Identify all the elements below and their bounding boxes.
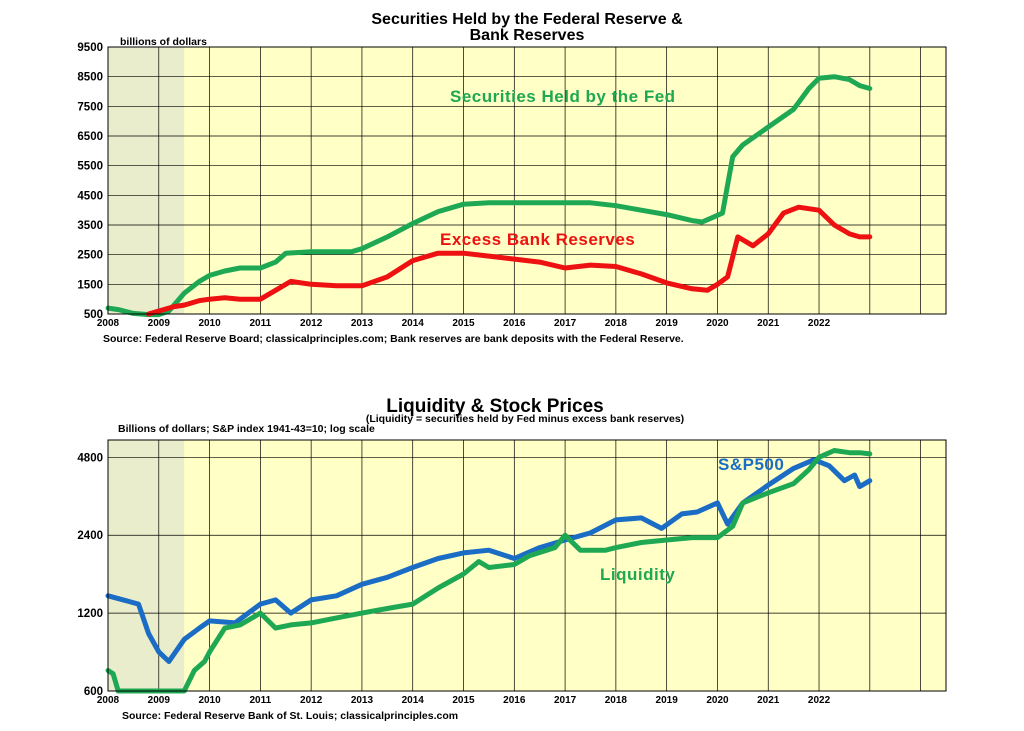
bottom-y-axis: 600 1200 2400 4800 bbox=[77, 452, 103, 698]
top-xtick-label-10: 2018 bbox=[605, 318, 628, 329]
top-plot-frame bbox=[107, 46, 947, 315]
bot-xtick-label-8: 2016 bbox=[503, 695, 526, 706]
bot-xtick-label-9: 2017 bbox=[554, 695, 577, 706]
top-chart-title-line2: Bank Reserves bbox=[470, 27, 585, 44]
chart-bottom: Liquidity & Stock Prices (Liquidity = se… bbox=[77, 396, 947, 722]
bot-xtick-label-3: 2011 bbox=[250, 695, 272, 706]
bottom-recession-shading bbox=[108, 440, 185, 691]
top-xtick-label-11: 2019 bbox=[656, 318, 679, 329]
top-series-line-0 bbox=[105, 74, 873, 318]
chart-top: Securities Held by the Federal Reserve &… bbox=[77, 11, 947, 345]
bottom-x-axis: 2008 2009 2010 2011 2012 2013 2014 2015 2016 2017… bbox=[97, 695, 831, 706]
top-xtick-label-1: 2009 bbox=[148, 318, 171, 329]
bottom-plot-frame bbox=[107, 439, 947, 692]
bottom-series-group bbox=[105, 448, 873, 694]
bot-xtick-label-7: 2015 bbox=[452, 695, 475, 706]
top-ytick-label-6: 6500 bbox=[77, 131, 103, 143]
bottom-chart-title: Liquidity & Stock Prices bbox=[386, 396, 604, 417]
top-ytick-label-5: 5500 bbox=[77, 161, 103, 173]
top-ytick-label-4: 4500 bbox=[77, 190, 103, 202]
series-label-sp500: S&P500 bbox=[718, 455, 784, 474]
bot-xtick-label-5: 2013 bbox=[351, 695, 374, 706]
top-x-axis: 2008 2009 2010 2011 2012 2013 2014 2015 2016 2017… bbox=[97, 318, 831, 329]
bot-xtick-label-12: 2020 bbox=[706, 695, 729, 706]
top-xtick-label-12: 2020 bbox=[706, 318, 729, 329]
bot-xtick-label-11: 2019 bbox=[656, 695, 679, 706]
top-xtick-label-8: 2016 bbox=[503, 318, 526, 329]
top-ytick-label-9: 9500 bbox=[77, 42, 103, 54]
top-chart-title-line1: Securities Held by the Federal Reserve & bbox=[371, 11, 683, 28]
bot-series-line-1 bbox=[105, 448, 873, 694]
top-xtick-label-3: 2011 bbox=[250, 318, 272, 329]
top-xtick-label-2: 2010 bbox=[198, 318, 221, 329]
series-label-excess-reserves: Excess Bank Reserves bbox=[440, 230, 635, 249]
top-ytick-label-0: 500 bbox=[84, 309, 103, 321]
top-ytick-label-1: 1500 bbox=[77, 279, 103, 291]
top-ytick-label-2: 2500 bbox=[77, 250, 103, 262]
series-label-liquidity: Liquidity bbox=[600, 565, 675, 584]
top-ytick-label-7: 7500 bbox=[77, 101, 103, 113]
bot-xtick-label-14: 2022 bbox=[808, 695, 831, 706]
bottom-plot-background bbox=[108, 440, 946, 691]
top-xtick-label-4: 2012 bbox=[300, 318, 323, 329]
top-series-group bbox=[105, 74, 873, 318]
top-xtick-label-5: 2013 bbox=[351, 318, 374, 329]
bot-xtick-label-4: 2012 bbox=[300, 695, 323, 706]
top-ytick-label-8: 8500 bbox=[77, 72, 103, 84]
top-xtick-label-9: 2017 bbox=[554, 318, 577, 329]
top-ytick-label-3: 3500 bbox=[77, 220, 103, 232]
bot-xtick-label-6: 2014 bbox=[402, 695, 425, 706]
bot-xtick-label-2: 2010 bbox=[198, 695, 221, 706]
top-xtick-label-13: 2021 bbox=[757, 318, 780, 329]
bottom-source-note: Source: Federal Reserve Bank of St. Loui… bbox=[122, 710, 458, 722]
top-series-line-1 bbox=[146, 204, 873, 317]
bot-ytick-label-0: 600 bbox=[84, 686, 103, 698]
bottom-unit-note: Billions of dollars; S&P index 1941-43=1… bbox=[118, 423, 375, 435]
top-xtick-label-6: 2014 bbox=[402, 318, 425, 329]
bot-ytick-label-2: 2400 bbox=[77, 530, 103, 542]
top-source-note: Source: Federal Reserve Board; classical… bbox=[103, 333, 684, 345]
series-label-securities: Securities Held by the Fed bbox=[450, 87, 676, 106]
top-y-axis: 500 1500 2500 3500 4500 5500 6500 7500 8500 9500 bbox=[77, 42, 103, 321]
top-xtick-label-14: 2022 bbox=[808, 318, 831, 329]
bot-xtick-label-10: 2018 bbox=[605, 695, 628, 706]
top-xtick-label-7: 2015 bbox=[452, 318, 475, 329]
top-recession-shading bbox=[108, 47, 185, 314]
bottom-chart-subtitle: (Liquidity = securities held by Fed minu… bbox=[366, 413, 684, 425]
top-unit-note: billions of dollars bbox=[120, 36, 207, 48]
bot-ytick-label-3: 4800 bbox=[77, 452, 103, 464]
bot-xtick-label-0: 2008 bbox=[97, 695, 120, 706]
bot-ytick-label-1: 1200 bbox=[77, 608, 103, 620]
bot-xtick-label-13: 2021 bbox=[757, 695, 780, 706]
bot-xtick-label-1: 2009 bbox=[148, 695, 171, 706]
top-gridlines bbox=[107, 46, 946, 315]
top-xtick-label-0: 2008 bbox=[97, 318, 120, 329]
